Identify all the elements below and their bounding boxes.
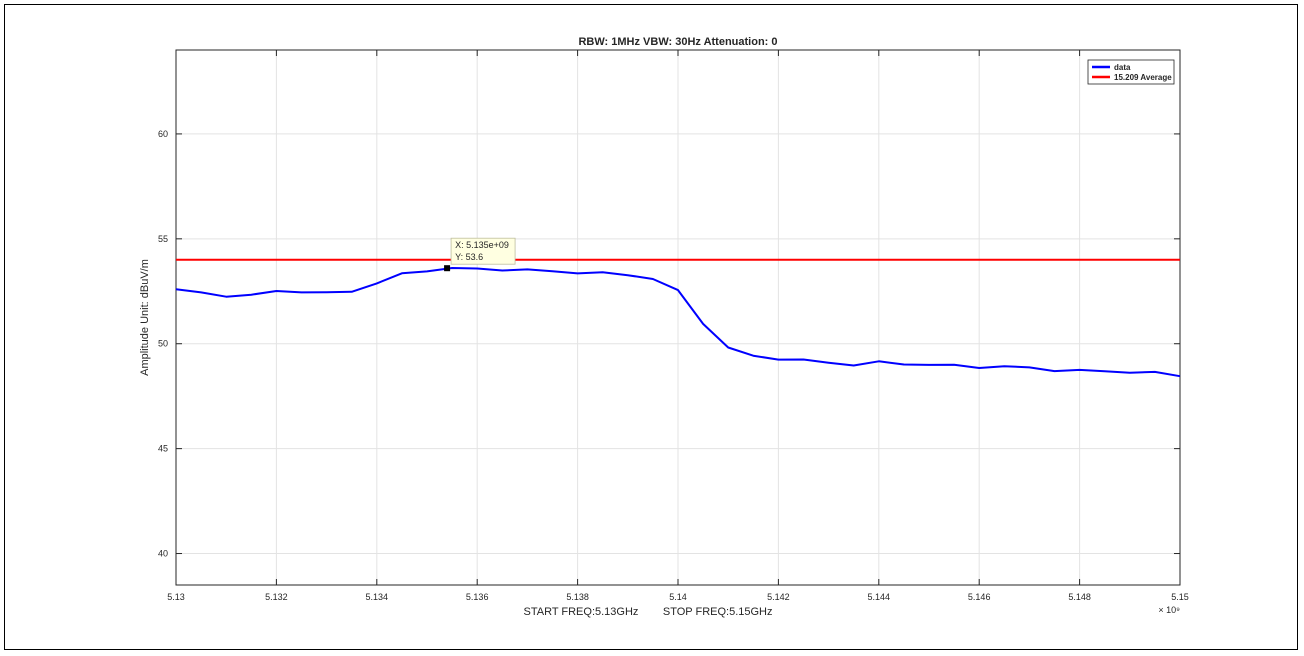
y-tick-label: 60 (158, 129, 168, 139)
legend-entry-15209-average: 15.209 Average (1114, 73, 1172, 82)
grid (175, 50, 1181, 585)
datatip-box (450, 237, 516, 265)
ticks: 5.13 5.132 5.134 5.136 5.138 5.14 5.142 5.144 5.… (158, 50, 1189, 602)
chart-title: RBW: 1MHz VBW: 30Hz Attenuation: 0 (578, 36, 777, 48)
y-tick-label: 45 (158, 444, 168, 454)
series (175, 258, 1181, 378)
x-tick-label: 5.144 (868, 592, 891, 602)
datatip-marker (444, 265, 451, 272)
y-axis-label: Amplitude Unit: dBuV/m (139, 259, 151, 376)
datatip-y-text: Y: 53.6 (455, 252, 483, 262)
x-axis-label: START FREQ:5.13GHz STOP FREQ:5.15GHz (524, 606, 773, 618)
figure-frame (4, 4, 1298, 650)
x-axis-exponent: × 10⁹ (1158, 605, 1180, 615)
x-tick-label: 5.148 (1068, 592, 1091, 602)
annotations: X: 5.135e+09 Y: 53.6 (444, 237, 516, 272)
y-tick-label: 55 (158, 234, 168, 244)
x-tick-label: 5.134 (366, 592, 389, 602)
legend: data 15.209 Average (1087, 59, 1175, 85)
y-tick-label: 50 (158, 339, 168, 349)
x-tick-label: 5.138 (566, 592, 589, 602)
x-tick-label: 5.136 (466, 592, 489, 602)
datatip-x-text: X: 5.135e+09 (455, 240, 509, 250)
x-tick-label: 5.15 (1171, 592, 1189, 602)
series-data-line (175, 267, 1181, 378)
x-tick-label: 5.13 (167, 592, 185, 602)
legend-entry-data: data (1114, 63, 1131, 72)
x-tick-label: 5.146 (968, 592, 991, 602)
legend-box (1087, 59, 1175, 85)
x-tick-label: 5.14 (669, 592, 687, 602)
y-tick-label: 40 (158, 549, 168, 559)
x-tick-label: 5.132 (265, 592, 288, 602)
x-tick-label: 5.142 (767, 592, 790, 602)
